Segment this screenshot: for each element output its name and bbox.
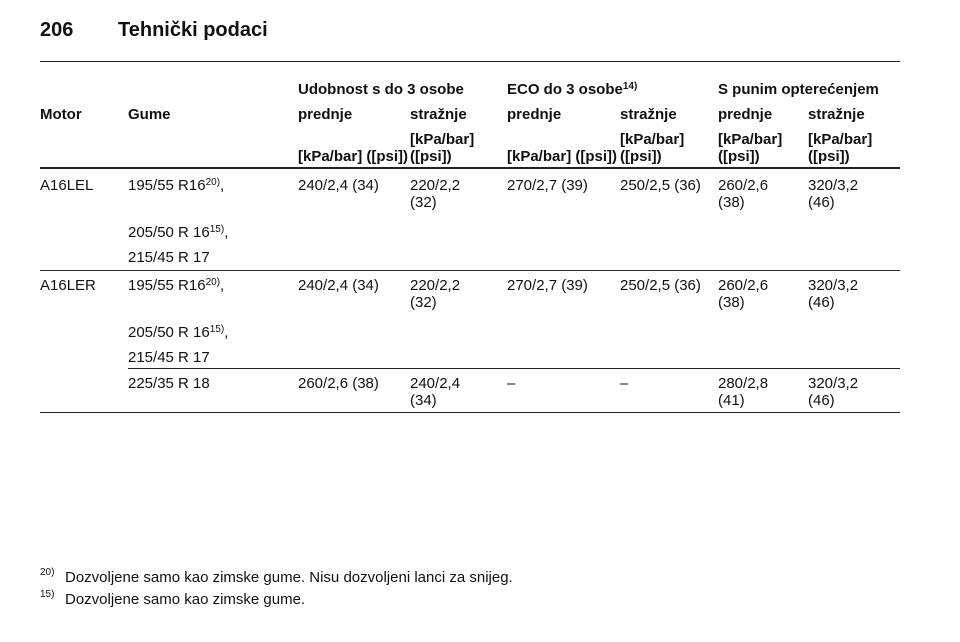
pressure: 260/2,6 (38) [718,177,769,211]
footnote-mark: 15) [40,589,55,600]
pressure: 240/2,4 (34) [298,277,379,294]
tyre-suffix: , [224,224,229,241]
footnote-ref: 20) [205,277,221,288]
tyre-suffix: , [220,177,225,194]
column-header: prednje [718,106,773,123]
pressure: 250/2,5 (36) [620,177,701,194]
tyre: 215/45 R 17 [128,349,210,366]
tyre-size: 215/45 R 17 [128,249,210,266]
column-header: Motor [40,106,82,123]
column-header: Gume [128,106,171,123]
unit-header: [kPa/bar] ([psi]) [620,131,685,165]
rule [128,368,900,369]
column-header: stražnje [808,106,865,123]
pressure: – [507,375,516,392]
tyre-size: 225/35 R 18 [128,375,210,392]
column-header: stražnje [620,106,677,123]
tyre: 215/45 R 17 [128,249,210,266]
pressure: 320/3,2 (46) [808,277,859,311]
unit-header: [kPa/bar] ([psi]) [718,131,783,165]
page-title: Tehnički podaci [118,19,268,41]
pressure: 320/3,2 (46) [808,375,859,409]
group-header: ECO do 3 osobe14) [507,81,637,98]
tyre: 195/55 R1620), [128,277,224,294]
pressure: 240/2,4 (34) [410,375,461,409]
pressure: 270/2,7 (39) [507,277,588,294]
unit-header: [kPa/bar] ([psi]) [507,148,618,165]
pressure: – [620,375,629,392]
tyre-suffix: , [220,277,225,294]
pressure: 270/2,7 (39) [507,177,588,194]
pressure: 220/2,2 (32) [410,177,461,211]
tyre: 205/50 R 1615), [128,324,228,341]
pressure: 250/2,5 (36) [620,277,701,294]
unit-header: [kPa/bar] ([psi]) [298,148,409,165]
unit-header: [kPa/bar] ([psi]) [808,131,873,165]
rule [40,270,900,271]
tyre: 225/35 R 18 [128,375,210,392]
group-header-text: S punim opterećenjem [718,81,879,98]
tyre-size: 195/55 R16 [128,177,206,194]
group-header: Udobnost s do 3 osobe [298,81,464,98]
footnote-ref: 15) [209,224,225,235]
column-header: prednje [507,106,562,123]
column-header: stražnje [410,106,467,123]
pressure: 240/2,4 (34) [298,177,379,194]
pressure: 260/2,6 (38) [718,277,769,311]
rule [40,61,900,62]
pressure: 320/3,2 (46) [808,177,859,211]
footnote-text: Dozvoljene samo kao zimske gume. [65,591,306,608]
motor: A16LEL [40,177,94,194]
tyre-size: 215/45 R 17 [128,349,210,366]
rule [40,167,900,169]
page-number: 206 [40,19,74,41]
group-header: S punim opterećenjem [718,81,879,98]
footnote-mark: 20) [40,567,55,578]
pressure: 280/2,8 (41) [718,375,769,409]
footnote-ref: 15) [209,324,225,335]
rule [40,412,900,413]
footnote-ref: 14) [622,81,638,92]
tyre-size: 205/50 R 16 [128,224,210,241]
motor: A16LER [40,277,96,294]
tyre: 195/55 R1620), [128,177,224,194]
tyre-suffix: , [224,324,229,341]
tyre-size: 195/55 R16 [128,277,206,294]
group-header-text: Udobnost s do 3 osobe [298,81,464,98]
unit-header: [kPa/bar] ([psi]) [410,131,475,165]
column-header: prednje [298,106,353,123]
footnote-ref: 20) [205,177,221,188]
pressure: 220/2,2 (32) [410,277,461,311]
tyre-size: 205/50 R 16 [128,324,210,341]
pressure: 260/2,6 (38) [298,375,379,392]
tyre: 205/50 R 1615), [128,224,228,241]
group-header-text: ECO do 3 osobe [507,81,623,98]
footnote-text: Dozvoljene samo kao zimske gume. Nisu do… [65,569,513,586]
